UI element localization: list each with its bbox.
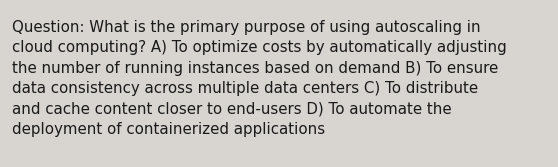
Text: Question: What is the primary purpose of using autoscaling in
cloud computing? A: Question: What is the primary purpose of…: [12, 20, 507, 137]
